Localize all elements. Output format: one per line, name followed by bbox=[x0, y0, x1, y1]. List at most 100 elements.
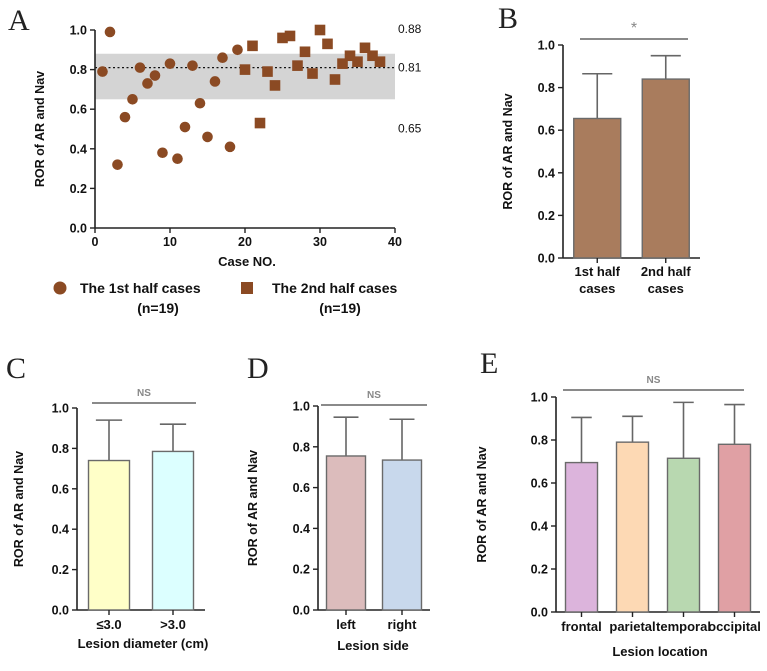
category-label-e: occipital bbox=[708, 619, 761, 634]
y-tick-label-a: 1.0 bbox=[70, 24, 87, 38]
significance-label-b: * bbox=[631, 20, 637, 37]
significance-label-d: NS bbox=[367, 390, 381, 401]
y-tick-label-e: 0.0 bbox=[531, 606, 548, 620]
bar-d-2 bbox=[381, 459, 423, 611]
data-point-1st-half bbox=[187, 60, 198, 71]
data-point-1st-half bbox=[217, 52, 228, 64]
y-tick-label-d: 0.8 bbox=[293, 440, 310, 454]
data-point-1st-half bbox=[149, 70, 161, 81]
y-tick-label-a: 0.4 bbox=[70, 142, 87, 156]
y-tick-label-b: 1.0 bbox=[538, 39, 555, 53]
data-point-1st-half bbox=[194, 97, 206, 109]
category-label-b: cases bbox=[648, 281, 684, 296]
x-tick-label-a: 40 bbox=[388, 235, 402, 249]
y-tick-label-d: 0.2 bbox=[293, 563, 310, 577]
x-tick-label-a: 30 bbox=[313, 235, 327, 249]
y-tick-label-b: 0.0 bbox=[538, 252, 555, 266]
x-tick-label-a: 0 bbox=[92, 235, 99, 249]
panel-letter-c: C bbox=[6, 352, 26, 385]
data-point-1st-half bbox=[179, 121, 191, 133]
data-point-1st-half bbox=[112, 159, 123, 170]
y-tick-label-d: 0.0 bbox=[293, 604, 310, 618]
bar-b-2 bbox=[641, 78, 690, 259]
y-tick-label-e: 0.4 bbox=[531, 520, 548, 534]
y-tick-label-c: 0.2 bbox=[52, 563, 69, 577]
y-tick-label-b: 0.6 bbox=[538, 124, 555, 138]
y-axis-label-e: ROR of AR and Nav bbox=[475, 446, 489, 562]
y-tick-label-b: 0.2 bbox=[538, 209, 555, 223]
category-label-d: left bbox=[336, 617, 356, 632]
category-label-d: right bbox=[388, 617, 418, 632]
y-tick-label-b: 0.8 bbox=[538, 81, 555, 95]
category-label-b: cases bbox=[579, 281, 615, 296]
legend-label-2nd-half: The 2nd half cases bbox=[272, 280, 397, 296]
y-tick-label-e: 1.0 bbox=[531, 391, 548, 405]
significance-label-e: NS bbox=[647, 375, 661, 386]
y-axis-label-a: ROR of AR and Nav bbox=[33, 71, 47, 187]
y-tick-label-a: 0.6 bbox=[70, 103, 87, 117]
data-point-1st-half bbox=[164, 58, 176, 69]
data-point-1st-half bbox=[134, 62, 146, 73]
data-point-2nd-half bbox=[314, 24, 326, 36]
data-point-1st-half bbox=[172, 153, 183, 164]
category-label-e: temporal bbox=[656, 619, 711, 634]
data-point-2nd-half bbox=[337, 58, 348, 69]
data-point-2nd-half bbox=[307, 68, 318, 79]
data-point-2nd-half bbox=[292, 60, 303, 71]
data-point-2nd-half bbox=[359, 42, 371, 54]
category-label-b: 1st half bbox=[574, 264, 620, 279]
y-tick-label-e: 0.2 bbox=[531, 563, 548, 577]
legend-n-2nd-half: (n=19) bbox=[319, 300, 361, 316]
x-tick-label-a: 10 bbox=[163, 235, 177, 249]
bar-e-4 bbox=[717, 443, 752, 613]
y-tick-label-d: 1.0 bbox=[293, 400, 310, 414]
data-point-2nd-half bbox=[344, 50, 356, 62]
data-point-2nd-half bbox=[367, 50, 378, 62]
panel-letter-b: B bbox=[498, 2, 518, 35]
legend-n-1st-half: (n=19) bbox=[137, 300, 179, 316]
data-point-2nd-half bbox=[374, 56, 386, 67]
bar-e-2 bbox=[615, 441, 650, 613]
data-point-2nd-half bbox=[284, 30, 296, 42]
data-point-2nd-half bbox=[277, 32, 288, 44]
bar-c-1 bbox=[87, 459, 131, 611]
category-label-e: frontal bbox=[561, 619, 601, 634]
y-tick-label-c: 0.8 bbox=[52, 442, 69, 456]
significance-label-c: NS bbox=[137, 388, 151, 399]
data-point-2nd-half bbox=[352, 56, 363, 67]
data-point-1st-half bbox=[157, 147, 168, 159]
legend-label-1st-half: The 1st half cases bbox=[80, 280, 201, 296]
category-label-c: >3.0 bbox=[160, 617, 186, 632]
y-tick-label-c: 0.0 bbox=[52, 604, 69, 618]
data-point-1st-half bbox=[224, 141, 236, 153]
y-tick-label-a: 0.8 bbox=[70, 63, 87, 77]
x-axis-label-c: Lesion diameter (cm) bbox=[78, 636, 209, 651]
y-axis-label-c: ROR of AR and Nav bbox=[12, 451, 26, 567]
bar-b-1 bbox=[573, 117, 622, 259]
bar-d-1 bbox=[325, 455, 367, 611]
x-axis-label-a: Case NO. bbox=[218, 254, 276, 269]
panel-letter-a: A bbox=[8, 4, 30, 37]
y-tick-label-a: 0.0 bbox=[70, 222, 87, 236]
data-point-1st-half bbox=[232, 44, 243, 56]
data-point-1st-half bbox=[209, 76, 221, 87]
y-tick-label-b: 0.4 bbox=[538, 166, 555, 180]
y-tick-label-c: 1.0 bbox=[52, 402, 69, 416]
x-axis-label-e: Lesion location bbox=[612, 644, 707, 659]
panel-letter-e: E bbox=[480, 347, 498, 380]
data-point-2nd-half bbox=[329, 74, 341, 85]
y-tick-label-a: 0.2 bbox=[70, 182, 87, 196]
data-point-1st-half bbox=[142, 78, 153, 89]
y-tick-label-c: 0.6 bbox=[52, 482, 69, 496]
x-tick-label-a: 20 bbox=[238, 235, 252, 249]
x-axis-label-d: Lesion side bbox=[337, 638, 409, 653]
y-tick-label-d: 0.4 bbox=[293, 522, 310, 536]
panel-letter-d: D bbox=[247, 352, 269, 385]
bar-e-3 bbox=[666, 457, 701, 613]
data-point-2nd-half bbox=[269, 80, 281, 91]
y-tick-label-e: 0.6 bbox=[531, 477, 548, 491]
y-tick-label-d: 0.6 bbox=[293, 481, 310, 495]
category-label-c: ≤3.0 bbox=[96, 617, 121, 632]
data-point-2nd-half bbox=[247, 40, 258, 52]
data-point-1st-half bbox=[127, 94, 138, 105]
